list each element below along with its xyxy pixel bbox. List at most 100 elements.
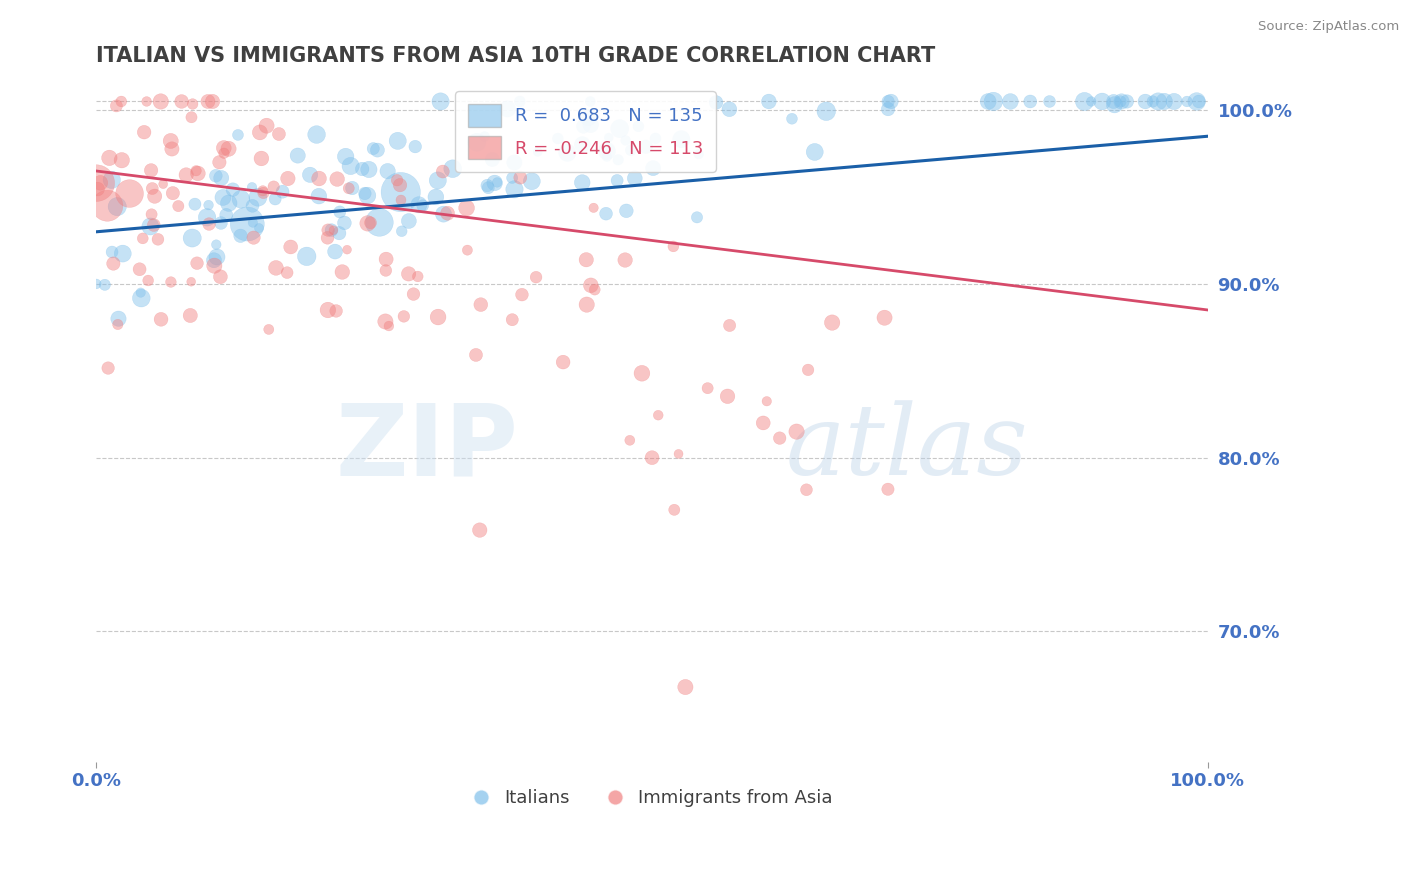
Point [1153,95,1175,109]
Point [335,149,357,163]
Point [644,131,666,145]
Point [321,223,343,237]
Point [308,171,330,186]
Point [229,192,252,206]
Point [180,110,202,124]
Point [152,177,174,191]
Text: atlas: atlas [786,400,1028,495]
Point [406,269,429,284]
Point [174,168,197,182]
Point [496,102,519,116]
Point [389,193,412,207]
Point [316,231,339,245]
Point [1109,95,1132,109]
Point [780,112,803,126]
Point [716,389,738,403]
Point [752,416,775,430]
Point [575,252,598,267]
Point [184,197,207,211]
Point [316,223,339,237]
Point [308,189,330,203]
Point [1104,97,1126,112]
Point [432,207,454,221]
Point [128,262,150,277]
Point [101,245,124,260]
Point [195,211,218,225]
Point [280,240,302,254]
Point [426,173,449,187]
Point [97,361,120,376]
Point [134,125,156,139]
Point [877,95,900,109]
Point [202,259,225,273]
Point [671,132,693,146]
Point [1073,95,1095,109]
Point [212,190,235,204]
Point [181,97,204,112]
Point [375,252,398,267]
Point [256,119,278,133]
Point [598,130,620,145]
Point [627,120,650,134]
Point [553,355,575,369]
Point [160,142,183,156]
Point [215,208,238,222]
Point [257,322,280,336]
Legend: Italians, Immigrants from Asia: Italians, Immigrants from Asia [464,781,839,814]
Point [474,129,496,144]
Point [688,147,710,161]
Point [247,221,270,235]
Point [218,142,240,156]
Point [250,152,273,166]
Point [796,483,818,497]
Point [236,217,259,231]
Point [329,205,352,219]
Point [526,145,548,159]
Point [547,131,569,145]
Point [94,277,117,292]
Point [180,275,202,289]
Point [368,215,391,229]
Point [606,173,628,187]
Point [389,185,412,199]
Point [1188,95,1211,109]
Point [107,318,129,332]
Point [111,153,134,168]
Point [575,298,598,312]
Point [398,267,420,281]
Point [267,127,290,141]
Point [503,155,526,169]
Point [222,183,245,197]
Point [389,178,412,193]
Point [456,243,478,257]
Point [246,190,269,204]
Point [160,275,183,289]
Point [647,408,669,422]
Point [202,253,225,268]
Point [170,95,193,109]
Point [277,171,299,186]
Point [378,319,401,334]
Text: Source: ZipAtlas.com: Source: ZipAtlas.com [1258,20,1399,33]
Point [316,303,339,318]
Point [1019,95,1042,109]
Point [287,148,309,162]
Point [803,145,825,159]
Point [342,181,364,195]
Point [264,260,287,275]
Point [98,151,121,165]
Point [877,102,900,116]
Point [408,198,430,212]
Point [295,249,318,263]
Point [105,200,128,214]
Point [242,199,264,213]
Point [631,366,654,380]
Point [595,207,617,221]
Point [392,310,415,324]
Point [501,170,523,185]
Point [149,95,172,109]
Point [1038,95,1060,109]
Point [1142,95,1164,109]
Point [242,216,264,230]
Point [336,243,359,257]
